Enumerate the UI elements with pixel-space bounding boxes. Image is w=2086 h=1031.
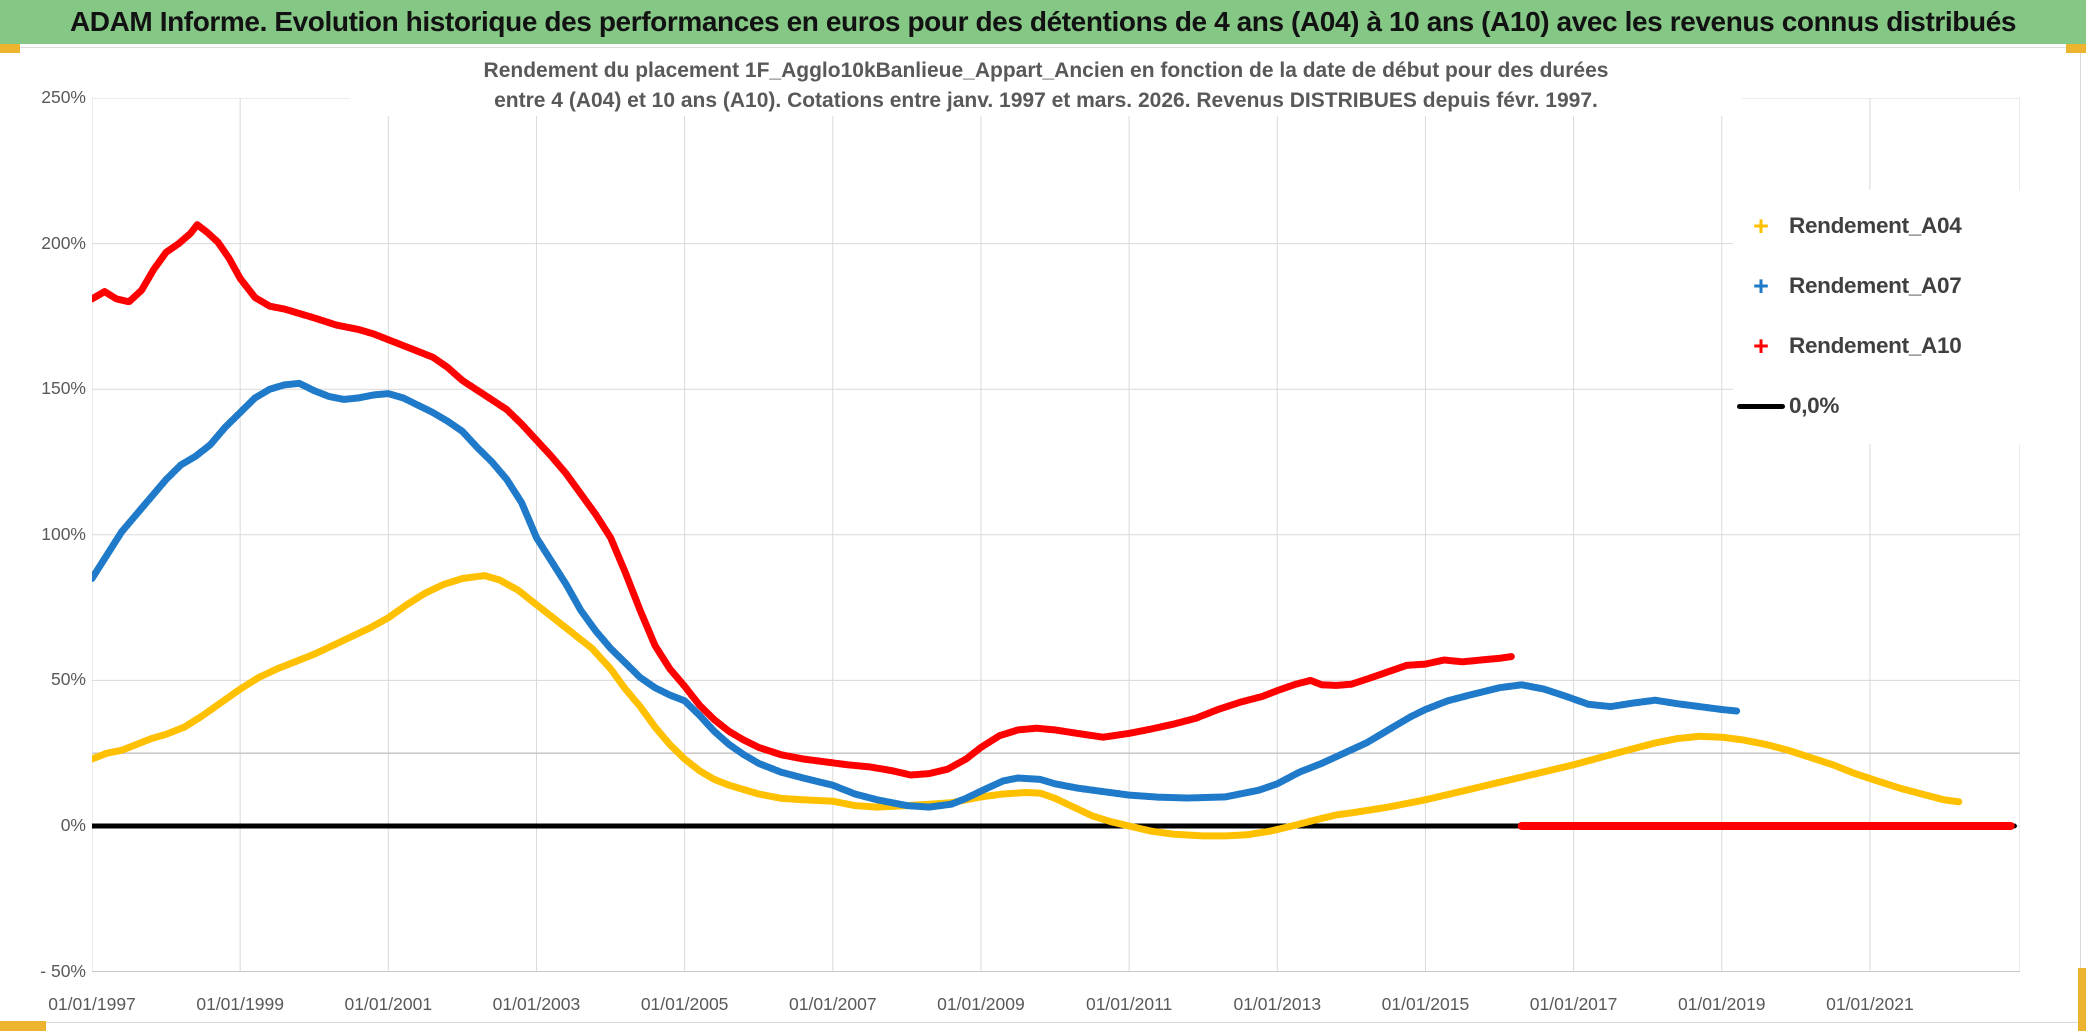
x-axis-tick-label: 01/01/2007 — [789, 994, 877, 1014]
legend-label: Rendement_A07 — [1789, 273, 1962, 298]
series-Rendement_A07[interactable] — [88, 379, 1741, 811]
chart-title-line1: Rendement du placement 1F_Agglo10kBanlie… — [483, 59, 1609, 82]
chart-canvas[interactable] — [88, 97, 2021, 973]
x-axis-tick-label: 01/01/2011 — [1085, 994, 1173, 1014]
x-axis-tick-label: 01/01/2009 — [937, 994, 1025, 1014]
x-axis-tick-label: 01/01/2015 — [1381, 994, 1470, 1014]
series-Rendement_A10[interactable] — [88, 221, 1516, 779]
y-axis-tick-label: 250% — [41, 87, 86, 107]
chart-title: Rendement du placement 1F_Agglo10kBanlie… — [350, 56, 1742, 116]
series-Rendement_A04[interactable] — [88, 572, 1963, 840]
y-axis-tick-label: 50% — [50, 669, 86, 690]
legend-label: Rendement_A04 — [1789, 213, 1962, 238]
corner-accent-top-left — [0, 44, 20, 53]
chart-frame-top-border — [0, 47, 2086, 48]
y-axis-tick-label: 150% — [41, 378, 86, 399]
chart-frame-bottom-border — [0, 1022, 2086, 1023]
legend-entry[interactable]: 0,0% — [1733, 376, 2043, 436]
legend-line-marker-icon — [1737, 403, 1785, 409]
y-axis-tick-label: 100% — [41, 523, 86, 544]
corner-accent-bottom-left — [0, 1021, 46, 1031]
corner-accent-top-right — [2066, 44, 2086, 53]
y-axis-tick-label: 0% — [60, 815, 86, 835]
x-axis-tick-label: 01/01/1997 — [48, 994, 136, 1014]
legend-entry[interactable]: + Rendement_A07 — [1733, 256, 2043, 316]
y-axis-tick-label: - 50% — [40, 960, 86, 981]
chart-frame-right-border — [2080, 47, 2081, 1031]
chart-title-line2: entre 4 (A04) et 10 ans (A10). Cotations… — [494, 89, 1598, 112]
page-header-banner: ADAM Informe. Evolution historique des p… — [0, 0, 2086, 44]
legend-entry[interactable]: + Rendement_A04 — [1733, 196, 2043, 256]
legend-label: Rendement_A10 — [1789, 333, 1962, 358]
chart-legend[interactable]: + Rendement_A04 + Rendement_A07 + Rendement_A… — [1733, 190, 2043, 444]
legend-plus-marker-icon: + — [1753, 270, 1769, 301]
x-axis-tick-label: 01/01/2021 — [1826, 994, 1914, 1014]
legend-plus-marker-icon: + — [1753, 330, 1769, 361]
x-axis-tick-label: 01/01/2003 — [492, 994, 581, 1014]
x-axis-tick-label: 01/01/2013 — [1233, 994, 1322, 1014]
legend-entry[interactable]: + Rendement_A10 — [1733, 316, 2043, 376]
x-axis-tick-label: 01/01/2017 — [1529, 994, 1618, 1014]
corner-accent-bottom-right — [2078, 968, 2086, 1031]
x-axis-tick-label: 01/01/2005 — [640, 994, 729, 1014]
legend-label: 0,0% — [1789, 393, 1840, 418]
x-axis-tick-label: 01/01/1999 — [196, 994, 284, 1014]
plot-area[interactable] — [88, 97, 2021, 973]
y-axis-tick-label: 200% — [41, 232, 86, 253]
x-axis-tick-label: 01/01/2019 — [1677, 994, 1766, 1014]
x-axis-tick-label: 01/01/2001 — [344, 994, 433, 1014]
legend-plus-marker-icon: + — [1753, 210, 1769, 241]
page-header-title: ADAM Informe. Evolution historique des p… — [69, 6, 2017, 37]
